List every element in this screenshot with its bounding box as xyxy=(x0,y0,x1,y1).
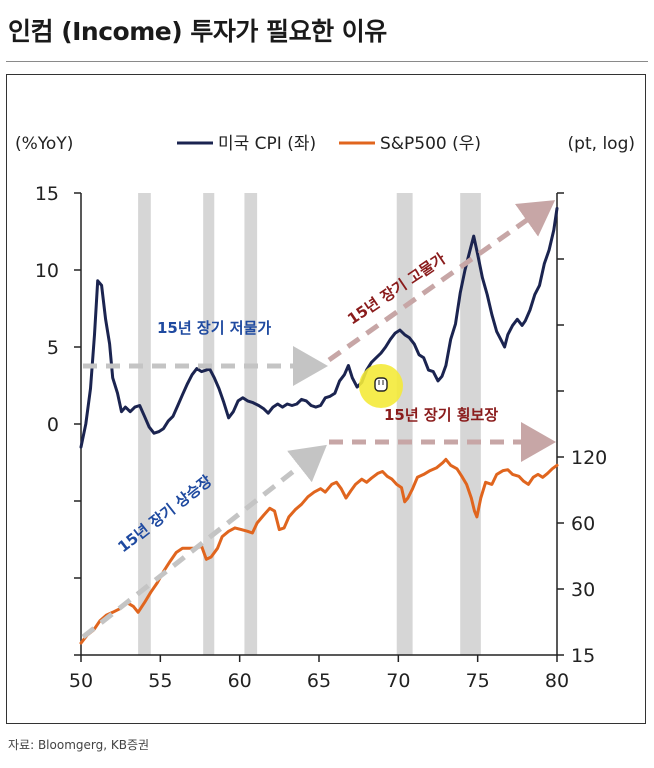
cpi-series-line xyxy=(79,206,559,449)
recession-band xyxy=(460,193,481,655)
x-tick-label: 70 xyxy=(386,670,410,692)
bull-market-arrow xyxy=(81,444,327,639)
recession-band xyxy=(138,193,151,655)
x-tick-label: 75 xyxy=(466,670,490,692)
legend-label-cpi: 미국 CPI (좌) xyxy=(218,134,316,154)
hand-cursor-icon xyxy=(374,377,388,392)
x-tick-label: 65 xyxy=(307,670,331,692)
right-axis-unit: (pt, log) xyxy=(568,134,635,154)
left-tick-label: 5 xyxy=(47,337,59,359)
recession-band xyxy=(244,193,258,655)
right-tick-label: 60 xyxy=(571,513,595,535)
left-tick-label: 0 xyxy=(47,414,59,436)
sp500-series-line xyxy=(79,457,559,645)
high-inflation-arrow xyxy=(327,200,556,363)
x-tick-label: 80 xyxy=(545,670,569,692)
page-title: 인컴 (Income) 투자가 필요한 이유 xyxy=(8,17,387,46)
left-tick-label: 15 xyxy=(35,183,59,205)
recession-band xyxy=(203,193,215,655)
annotation-low-inflation: 15년 장기 저물가 xyxy=(157,319,271,337)
x-tick-label: 50 xyxy=(69,670,93,692)
chart-frame: 50 55 60 65 70 75 80 15 10 5 0 120 60 30 15 (%YoY) (pt… xyxy=(6,74,646,724)
x-tick-label: 55 xyxy=(148,670,172,692)
legend-label-sp500: S&P500 (우) xyxy=(380,134,481,154)
legend: 미국 CPI (좌) S&P500 (우) xyxy=(177,134,481,154)
right-tick-label: 120 xyxy=(571,447,607,469)
right-tick-label: 15 xyxy=(571,645,595,667)
right-tick-label: 30 xyxy=(571,579,595,601)
title-divider xyxy=(6,61,648,62)
left-axis-unit: (%YoY) xyxy=(15,134,73,154)
recession-band xyxy=(396,193,413,655)
x-tick-label: 60 xyxy=(228,670,252,692)
left-tick-label: 10 xyxy=(35,260,59,282)
source-note: 자료: Bloomgerg, KB증권 xyxy=(8,738,150,752)
annotation-sideways-market: 15년 장기 횡보장 xyxy=(384,406,498,424)
